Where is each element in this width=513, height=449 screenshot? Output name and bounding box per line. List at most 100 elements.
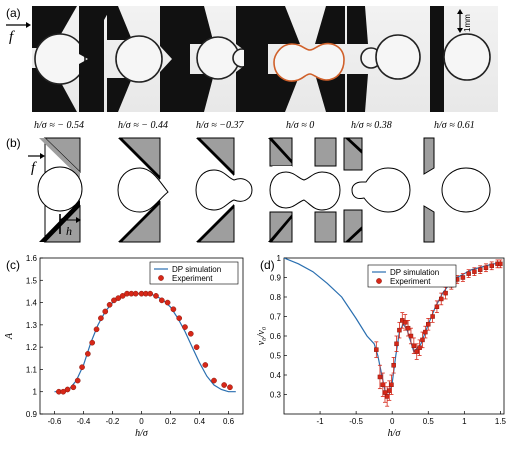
y-axis-title: A xyxy=(4,332,15,340)
x-tick-label: -0.2 xyxy=(106,417,120,426)
y-tick-label: 0.7 xyxy=(270,313,282,322)
sim-droplet-6 xyxy=(441,167,491,213)
h-label-2: h/σ ≈ − 0.44 xyxy=(118,120,168,131)
y-tick-label: 1.1 xyxy=(26,365,38,374)
legend-marker-swatch xyxy=(158,275,164,281)
legend-label-experiment: Experiment xyxy=(390,277,431,286)
sim-frame-3 xyxy=(195,137,253,243)
x-tick-label: 1 xyxy=(462,417,467,426)
panel-b-label: (b) xyxy=(6,136,21,150)
data-point xyxy=(438,296,444,302)
scale-label: 1mm xyxy=(463,14,472,32)
panel-a-photo-strip xyxy=(6,6,498,112)
y-tick-label: 0.4 xyxy=(270,371,282,380)
x-tick-label: 0 xyxy=(139,417,144,426)
panel-c-label: (c) xyxy=(6,258,20,272)
y-tick-label: 0.3 xyxy=(270,391,282,400)
droplet-1 xyxy=(34,33,86,85)
data-point xyxy=(466,271,471,276)
data-point xyxy=(391,363,396,368)
data-point xyxy=(374,347,379,352)
legend-box xyxy=(149,261,239,285)
y-tick-label: 1.4 xyxy=(26,299,38,308)
sim-droplet-1 xyxy=(37,166,83,212)
photo-frame-3 xyxy=(190,6,268,112)
droplet-4 xyxy=(273,42,345,82)
data-point xyxy=(193,344,200,350)
data-point xyxy=(420,337,425,343)
data-point xyxy=(79,364,85,371)
x-tick-label: 1.5 xyxy=(495,417,507,426)
legend-label-simulation: DP simulation xyxy=(390,268,439,277)
y-tick-label: 0.8 xyxy=(270,293,282,302)
sim-droplet-3 xyxy=(195,169,253,211)
h-label-3: h/σ ≈ −0.37 xyxy=(196,120,244,131)
chart-c: -0.6 -0.4 -0.2 0 0.2 0.4 0.6 0.9 1 1.1 1.2 1.3 1.4 1.… xyxy=(4,254,244,439)
data-point xyxy=(384,394,390,399)
data-point xyxy=(153,293,159,299)
data-point xyxy=(202,362,209,368)
x-tick-label: -0.6 xyxy=(48,417,62,426)
data-point xyxy=(460,275,466,280)
data-point xyxy=(377,374,383,380)
droplet-6 xyxy=(443,33,491,81)
data-point xyxy=(411,343,417,348)
data-point xyxy=(423,329,428,335)
sim-frame-1 xyxy=(37,137,83,243)
x-tick-label: 0.2 xyxy=(165,417,177,426)
x-tick-label: 0 xyxy=(390,417,395,426)
sim-frame-4 xyxy=(268,137,341,243)
data-point xyxy=(98,315,104,322)
data-point xyxy=(489,263,494,269)
data-point xyxy=(477,267,483,272)
h-dimension-label: h xyxy=(66,224,72,238)
data-point xyxy=(182,324,188,330)
h-label-6: h/σ ≈ 0.61 xyxy=(434,120,475,131)
legend-label-experiment: Experiment xyxy=(172,274,213,283)
h-label-1: h/σ ≈ − 0.54 xyxy=(34,120,84,131)
data-point xyxy=(389,382,394,387)
force-label-b: f xyxy=(31,160,36,176)
legend-marker-swatch xyxy=(376,278,382,284)
data-point xyxy=(430,314,435,319)
data-point xyxy=(102,308,109,315)
photo-frame-4 xyxy=(268,6,345,112)
data-point xyxy=(187,330,194,337)
series-line-dp-simulation xyxy=(54,293,236,393)
droplet-5 xyxy=(375,34,421,80)
data-point xyxy=(498,261,503,267)
data-point xyxy=(164,299,171,306)
y-tick-label: 0.9 xyxy=(26,410,38,419)
data-point xyxy=(176,315,183,322)
x-tick-label: 0.5 xyxy=(423,417,435,426)
data-point xyxy=(426,322,431,327)
photo-frame-5 xyxy=(347,6,421,112)
y-tick-label: 1 xyxy=(33,388,38,397)
data-point xyxy=(89,339,96,346)
x-tick-label: -1 xyxy=(317,417,325,426)
y-tick-label: 1.2 xyxy=(26,343,38,352)
data-point xyxy=(74,377,81,384)
y-tick-label: 0.5 xyxy=(270,352,282,361)
data-point xyxy=(211,377,217,384)
x-axis-title: h/σ xyxy=(135,428,149,439)
data-point xyxy=(93,326,100,333)
y-axis-title: v₀/v₀ xyxy=(256,326,267,345)
data-point xyxy=(132,290,139,297)
y-tick-label: 1.6 xyxy=(26,254,38,263)
data-point xyxy=(394,341,399,347)
y-tick-label: 0.6 xyxy=(270,332,282,341)
data-point xyxy=(380,382,386,387)
panel-a-label: (a) xyxy=(6,6,21,20)
data-point xyxy=(227,384,233,391)
sim-frame-2 xyxy=(117,137,169,243)
droplet-2 xyxy=(115,35,163,83)
data-point xyxy=(106,301,113,308)
y-tick-label: 1 xyxy=(277,254,282,263)
x-axis-title: h/σ xyxy=(388,428,402,439)
data-point xyxy=(147,290,154,297)
data-point xyxy=(402,320,408,325)
data-point xyxy=(170,306,177,313)
legend-box xyxy=(367,264,457,288)
h-label-4: h/σ ≈ 0 xyxy=(286,120,315,131)
